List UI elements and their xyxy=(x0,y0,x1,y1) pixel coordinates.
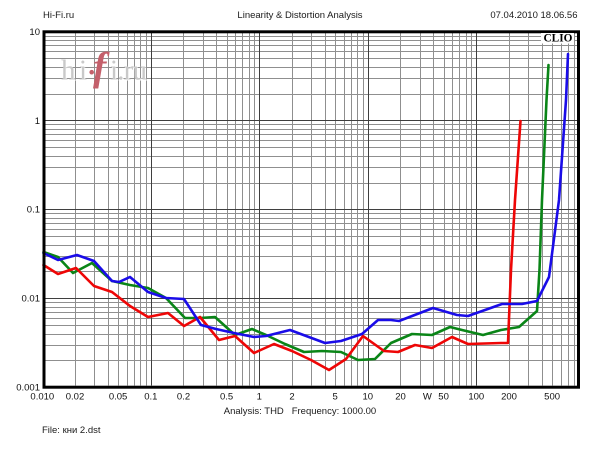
svg-text:20: 20 xyxy=(395,392,406,403)
svg-text:Linearity & Distortion Analysi: Linearity & Distortion Analysis xyxy=(237,10,362,21)
svg-text:CLIO: CLIO xyxy=(544,33,573,45)
svg-text:Hi-Fi.ru: Hi-Fi.ru xyxy=(43,10,74,21)
svg-text:2: 2 xyxy=(289,392,294,403)
svg-text:10: 10 xyxy=(29,27,40,38)
svg-text:0.5: 0.5 xyxy=(220,392,233,403)
svg-text:f: f xyxy=(93,44,110,89)
svg-text:200: 200 xyxy=(501,392,517,403)
svg-text:File: кни 2.dst: File: кни 2.dst xyxy=(42,425,101,436)
svg-text:10: 10 xyxy=(363,392,374,403)
svg-text:07.04.2010 18.06.56: 07.04.2010 18.06.56 xyxy=(490,10,577,21)
svg-text:0.1: 0.1 xyxy=(144,392,157,403)
svg-text:500: 500 xyxy=(544,392,560,403)
svg-text:Analysis: THD Frequency: 100: Analysis: THD Frequency: 1000.00 xyxy=(224,406,376,417)
svg-text:0.2: 0.2 xyxy=(177,392,190,403)
svg-text:50: 50 xyxy=(438,392,449,403)
svg-text:0.1: 0.1 xyxy=(27,205,40,216)
svg-text:W: W xyxy=(423,392,432,403)
svg-text:1: 1 xyxy=(35,116,40,127)
svg-text:i.ru: i.ru xyxy=(111,56,148,88)
svg-text:hi: hi xyxy=(61,55,87,87)
svg-text:100: 100 xyxy=(468,392,484,403)
svg-text:hi: hi xyxy=(62,56,88,88)
svg-text:0.010: 0.010 xyxy=(30,392,54,403)
svg-text:0.02: 0.02 xyxy=(66,392,85,403)
svg-text:5: 5 xyxy=(332,392,337,403)
svg-text:0.01: 0.01 xyxy=(22,294,41,305)
svg-text:0.05: 0.05 xyxy=(109,392,128,403)
svg-text:i.ru: i.ru xyxy=(110,55,147,87)
svg-text:1: 1 xyxy=(257,392,262,403)
svg-text:0.001: 0.001 xyxy=(16,383,40,394)
